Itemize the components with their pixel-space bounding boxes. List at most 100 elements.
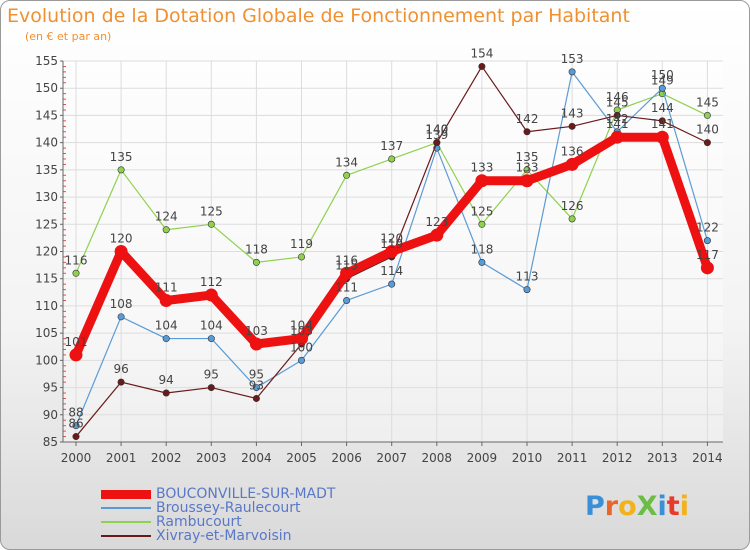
data-point — [159, 293, 173, 307]
legend-label: Rambucourt — [156, 514, 242, 530]
data-label: 153 — [561, 52, 584, 66]
data-point — [610, 130, 624, 144]
data-label: 104 — [155, 319, 178, 333]
legend-swatch — [101, 521, 151, 523]
data-point — [72, 433, 80, 441]
data-point — [343, 171, 351, 179]
x-tick-label: 2012 — [602, 451, 633, 465]
data-point — [703, 237, 711, 245]
data-point — [568, 68, 576, 76]
x-tick-label: 2002 — [151, 451, 182, 465]
y-tick-label: 140 — [35, 136, 58, 150]
data-point — [207, 335, 215, 343]
data-label: 136 — [561, 144, 584, 158]
x-tick-label: 2000 — [61, 451, 92, 465]
data-label: 137 — [380, 139, 403, 153]
y-tick-label: 145 — [35, 108, 58, 122]
logo-letter: t — [666, 491, 680, 522]
data-point — [114, 245, 128, 258]
data-point — [700, 261, 714, 275]
data-point — [252, 384, 260, 392]
data-point — [523, 128, 531, 136]
data-label: 116 — [335, 253, 358, 267]
y-tick-label: 130 — [35, 190, 58, 204]
data-label: 133 — [516, 161, 539, 175]
data-point — [69, 348, 83, 362]
data-point — [117, 313, 125, 321]
data-point — [568, 215, 576, 223]
data-label: 133 — [470, 161, 493, 175]
data-label: 149 — [651, 74, 674, 88]
data-point — [655, 130, 669, 144]
data-point — [658, 117, 666, 125]
data-label: 95 — [249, 368, 264, 382]
y-tick-label: 150 — [35, 81, 58, 95]
data-point — [207, 384, 215, 392]
x-tick-label: 2001 — [106, 451, 137, 465]
data-point — [162, 389, 170, 397]
logo-letter: o — [618, 491, 637, 522]
data-label: 104 — [290, 319, 313, 333]
y-tick-label: 90 — [43, 408, 58, 422]
data-point — [568, 122, 576, 130]
data-label: 120 — [110, 232, 133, 246]
chart-title: Evolution de la Dotation Globale de Fonc… — [7, 5, 630, 27]
x-tick-label: 2006 — [331, 451, 362, 465]
data-point — [343, 296, 351, 304]
y-tick-label: 85 — [43, 435, 58, 449]
data-label: 119 — [380, 237, 403, 251]
legend-label: Xivray-et-Marvoisin — [156, 528, 292, 544]
data-point — [520, 174, 534, 188]
data-label: 123 — [425, 215, 448, 229]
data-label: 101 — [65, 335, 88, 349]
data-label: 125 — [470, 204, 493, 218]
data-point — [478, 220, 486, 228]
chart-subtitle: (en € et par an) — [25, 30, 112, 43]
data-label: 118 — [470, 242, 493, 256]
logo-letter: i — [679, 491, 689, 522]
data-point — [162, 226, 170, 234]
data-label: 94 — [159, 373, 174, 387]
data-point — [388, 155, 396, 163]
x-tick-label: 2014 — [692, 451, 723, 465]
y-tick-label: 95 — [43, 381, 58, 395]
data-label: 135 — [516, 150, 539, 164]
data-point — [478, 62, 486, 70]
data-label: 120 — [380, 232, 403, 246]
y-tick-label: 155 — [35, 54, 58, 68]
y-tick-label: 115 — [35, 272, 58, 286]
data-label: 103 — [290, 324, 313, 338]
data-point — [252, 258, 260, 266]
data-point — [703, 111, 711, 119]
data-label: 154 — [470, 46, 493, 60]
data-label: 116 — [65, 253, 88, 267]
data-label: 139 — [425, 128, 448, 142]
x-tick-label: 2009 — [467, 451, 498, 465]
data-point — [297, 356, 305, 364]
data-label: 134 — [335, 155, 358, 169]
data-label: 140 — [425, 123, 448, 137]
x-tick-label: 2010 — [512, 451, 543, 465]
data-label: 95 — [204, 368, 219, 382]
x-tick-label: 2003 — [196, 451, 227, 465]
data-label: 119 — [290, 237, 313, 251]
data-label: 100 — [290, 340, 313, 354]
y-tick-label: 105 — [35, 326, 58, 340]
data-label: 93 — [249, 378, 264, 392]
data-point — [613, 111, 621, 119]
data-point — [249, 337, 263, 351]
data-label: 111 — [335, 280, 358, 294]
proxiti-logo: ProXiti — [585, 491, 689, 522]
data-point — [162, 335, 170, 343]
legend-swatch — [101, 535, 151, 537]
data-point — [565, 157, 579, 171]
data-point — [297, 253, 305, 261]
data-label: 142 — [516, 112, 539, 126]
data-point — [117, 166, 125, 174]
data-label: 126 — [561, 199, 584, 213]
data-label: 96 — [113, 362, 128, 376]
y-tick-label: 100 — [35, 353, 58, 367]
data-label: 124 — [155, 210, 178, 224]
